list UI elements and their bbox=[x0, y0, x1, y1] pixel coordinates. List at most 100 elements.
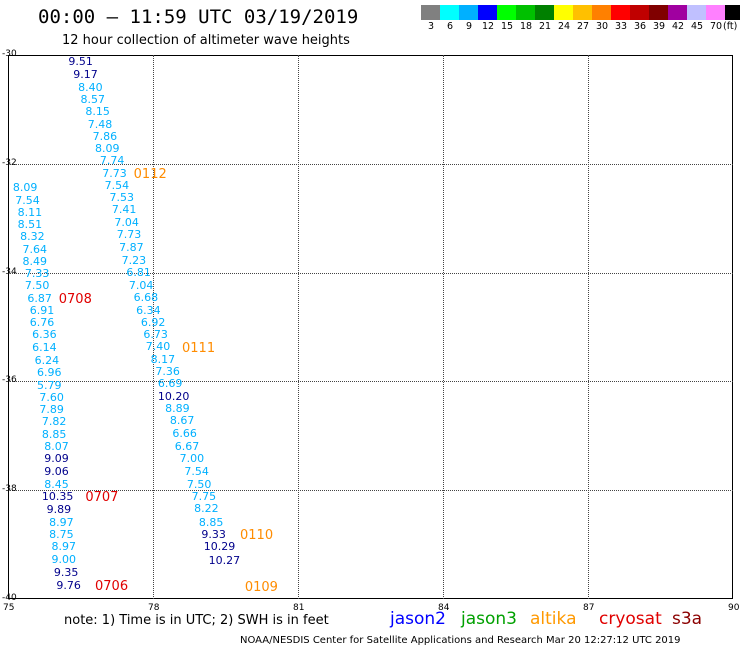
scale-label: 3 bbox=[428, 21, 435, 32]
wave-height-value: 8.67 bbox=[169, 414, 195, 428]
wave-height-value: 8.09 bbox=[12, 181, 38, 195]
scale-label: 24 bbox=[558, 21, 571, 32]
wave-height-value: 7.36 bbox=[155, 365, 180, 379]
longitude-label: 78 bbox=[148, 603, 160, 613]
wave-height-value: 7.82 bbox=[41, 415, 67, 429]
map-subtitle: 12 hour collection of altimeter wave hei… bbox=[62, 33, 350, 48]
wave-height-value: 7.41 bbox=[111, 203, 137, 217]
wave-height-value: 9.09 bbox=[44, 452, 69, 466]
scale-label: 39 bbox=[653, 21, 666, 32]
wave-height-value: 7.75 bbox=[191, 490, 217, 504]
wave-height-value: 7.54 bbox=[184, 465, 209, 479]
color-scale bbox=[421, 5, 740, 20]
wave-height-value: 8.97 bbox=[49, 515, 74, 529]
wave-height-value: 7.40 bbox=[145, 340, 171, 354]
wave-height-value: 6.81 bbox=[126, 265, 151, 279]
latitude-gridline bbox=[8, 490, 733, 492]
scale-label: 18 bbox=[520, 21, 533, 32]
wave-height-value: 6.36 bbox=[32, 328, 57, 342]
wave-height-value: 10.27 bbox=[208, 553, 241, 567]
wave-height-value: 8.17 bbox=[150, 352, 176, 366]
pass-time-label: 0111 bbox=[182, 340, 216, 356]
scale-swatch bbox=[440, 5, 459, 20]
latitude-gridline bbox=[8, 272, 733, 274]
wave-height-value: 6.76 bbox=[29, 316, 55, 330]
wave-height-value: 7.00 bbox=[179, 452, 205, 466]
scale-label: 9 bbox=[466, 21, 473, 32]
scale-label: 30 bbox=[596, 21, 609, 32]
latitude-label: -30 bbox=[2, 49, 17, 59]
wave-height-value: 10.29 bbox=[203, 540, 236, 554]
wave-height-value: 6.73 bbox=[143, 328, 168, 342]
wave-height-value: 6.66 bbox=[172, 427, 197, 441]
wave-height-value: 7.64 bbox=[22, 242, 48, 256]
latitude-gridline bbox=[8, 163, 733, 165]
scale-swatch bbox=[687, 5, 706, 20]
legend-jason2: jason2 bbox=[390, 609, 446, 629]
legend-cryosat: cryosat bbox=[599, 609, 662, 629]
wave-height-value: 8.49 bbox=[22, 254, 48, 268]
wave-height-value: 5.79 bbox=[37, 378, 62, 392]
pass-time-label: 0110 bbox=[240, 528, 274, 544]
pass-time-label: 0708 bbox=[58, 291, 92, 307]
pass-time-label: 0112 bbox=[133, 166, 167, 182]
scale-swatch bbox=[478, 5, 497, 20]
scale-swatch bbox=[573, 5, 592, 20]
wave-height-value: 8.89 bbox=[165, 401, 190, 415]
wave-height-value: 9.17 bbox=[73, 68, 98, 82]
wave-height-value: 9.35 bbox=[53, 566, 79, 580]
scale-swatch bbox=[459, 5, 478, 20]
wave-height-value: 8.85 bbox=[41, 427, 67, 441]
scale-label: 12 bbox=[482, 21, 495, 32]
scale-swatch bbox=[668, 5, 687, 20]
scale-swatch bbox=[649, 5, 668, 20]
scale-label: (ft) bbox=[723, 21, 738, 32]
wave-height-value: 6.34 bbox=[136, 303, 161, 317]
latitude-label: -36 bbox=[2, 375, 17, 386]
wave-height-value: 8.22 bbox=[194, 502, 219, 516]
legend-s3a: s3a bbox=[672, 609, 703, 629]
wave-height-value: 9.51 bbox=[68, 54, 93, 68]
scale-label: 15 bbox=[501, 21, 514, 32]
scale-swatch bbox=[706, 5, 725, 20]
wave-height-value: 7.60 bbox=[39, 390, 64, 404]
longitude-label: 90 bbox=[728, 603, 740, 613]
wave-height-value: 6.91 bbox=[29, 303, 55, 317]
wave-height-value: 7.87 bbox=[119, 241, 144, 255]
scale-label: 42 bbox=[672, 21, 685, 32]
wave-height-value: 6.24 bbox=[34, 353, 60, 367]
wave-height-value: 7.86 bbox=[92, 129, 118, 143]
wave-height-value: 7.23 bbox=[121, 253, 147, 267]
latitude-label: -34 bbox=[2, 266, 17, 277]
wave-height-value: 10.35 bbox=[41, 490, 74, 504]
wave-height-value: 9.76 bbox=[56, 579, 81, 593]
credit-text: NOAA/NESDIS Center for Satellite Applica… bbox=[240, 635, 681, 646]
scale-swatch bbox=[535, 5, 554, 20]
wave-height-value: 6.67 bbox=[174, 439, 200, 453]
wave-height-value: 7.48 bbox=[87, 117, 113, 131]
wave-height-value: 8.45 bbox=[44, 477, 69, 491]
latitude-label: -38 bbox=[2, 484, 17, 495]
longitude-label: 75 bbox=[3, 603, 15, 613]
scale-label: 33 bbox=[615, 21, 628, 32]
wave-height-value: 6.69 bbox=[157, 377, 183, 391]
wave-height-value: 8.09 bbox=[95, 142, 120, 156]
wave-height-value: 7.89 bbox=[39, 402, 64, 416]
wave-height-value: 9.00 bbox=[51, 552, 77, 566]
wave-height-value: 6.96 bbox=[37, 366, 62, 380]
scale-swatch bbox=[611, 5, 630, 20]
wave-height-value: 7.54 bbox=[15, 193, 40, 207]
note-text: note: 1) Time is in UTC; 2) SWH is in fe… bbox=[64, 613, 329, 628]
pass-time-label: 0109 bbox=[244, 580, 278, 596]
wave-height-value: 9.33 bbox=[201, 528, 226, 542]
wave-height-value: 10.20 bbox=[157, 389, 190, 403]
scale-label: 36 bbox=[634, 21, 647, 32]
wave-height-value: 6.87 bbox=[27, 291, 52, 305]
scale-swatch bbox=[592, 5, 611, 20]
longitude-label: 87 bbox=[583, 603, 595, 613]
legend-jason3: jason3 bbox=[461, 609, 517, 629]
pass-time-label: 0707 bbox=[85, 490, 119, 506]
scale-swatch bbox=[497, 5, 516, 20]
latitude-label: -32 bbox=[2, 157, 17, 168]
